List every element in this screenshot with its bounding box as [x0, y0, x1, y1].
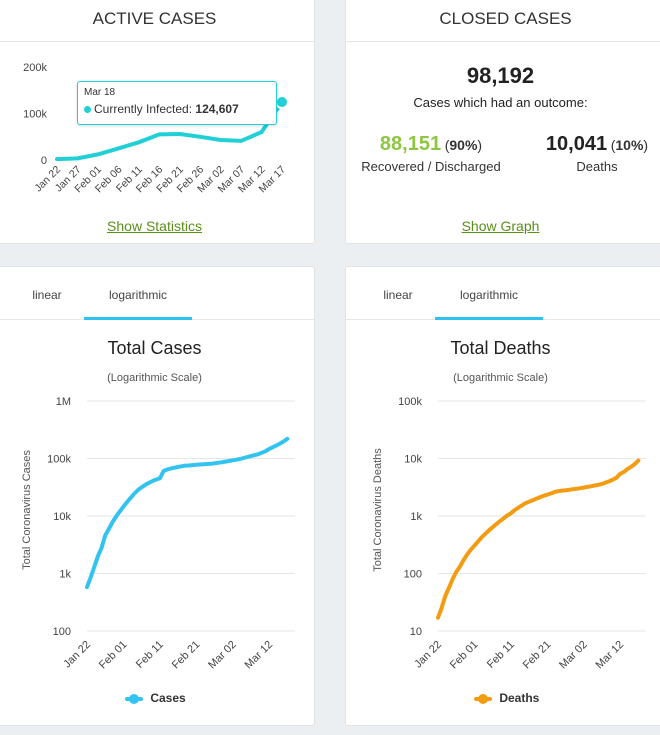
active-cases-tooltip: Mar 18 Currently Infected: 124,607	[77, 81, 277, 125]
deaths-label: Deaths	[576, 159, 618, 174]
deaths-percent: (10%)	[610, 137, 649, 153]
total-deaths-xtick-label: Jan 22	[412, 639, 444, 671]
total-deaths-xtick-label: Feb 11	[485, 639, 517, 671]
tab-logarithmic[interactable]: logarithmic	[435, 267, 543, 320]
total-cases-xtick-label: Feb 11	[134, 639, 166, 671]
closed-cases-card: CLOSED CASES 98,192 Cases which had an o…	[345, 0, 660, 244]
total-cases-ytick-label: 100	[53, 626, 71, 638]
total-deaths-xtick-label: Mar 02	[557, 639, 590, 672]
total-cases-card: linear logarithmic Total Cases (Logarith…	[0, 266, 315, 726]
active-ytick-label: 0	[41, 155, 47, 167]
total-deaths-ytick-label: 1k	[410, 511, 422, 523]
recovered-value: 88,151	[379, 133, 442, 155]
total-cases-ylabel: Total Coronavirus Cases	[21, 450, 33, 570]
total-deaths-ytick-label: 10	[410, 626, 422, 638]
show-graph-link[interactable]: Show Graph	[461, 218, 540, 234]
total-deaths-ytick-label: 100	[404, 569, 422, 581]
total-cases-xtick-label: Feb 21	[170, 639, 203, 672]
deaths-value: 10,041	[545, 133, 608, 155]
total-deaths-card: linear logarithmic Total Deaths (Logarit…	[345, 266, 660, 726]
active-ytick-label: 200k	[23, 62, 47, 74]
total-cases-series-line	[85, 436, 290, 590]
total-cases-xtick-label: Mar 02	[206, 639, 239, 672]
total-deaths-legend[interactable]: Deaths	[474, 691, 539, 705]
total-cases-ytick-label: 1M	[56, 396, 71, 408]
tab-linear[interactable]: linear	[383, 288, 413, 302]
tooltip-label: Currently Infected:	[94, 102, 193, 116]
closed-cases-header: CLOSED CASES	[346, 0, 660, 42]
total-cases-ytick-label: 100k	[47, 454, 71, 466]
show-statistics-link[interactable]: Show Statistics	[107, 218, 202, 234]
recovered-label: Recovered / Discharged	[361, 159, 501, 174]
total-deaths-ytick-label: 100k	[398, 396, 422, 408]
total-deaths-xtick-label: Feb 21	[521, 639, 554, 672]
active-cases-series-line	[55, 100, 284, 162]
tooltip-dot-icon	[84, 106, 91, 113]
total-deaths-ylabel: Total Coronavirus Deaths	[372, 448, 384, 572]
total-cases-legend[interactable]: Cases	[125, 691, 186, 705]
cases-legend-label: Cases	[150, 691, 186, 705]
deaths-legend-label: Deaths	[499, 691, 540, 705]
active-cases-marker[interactable]	[275, 95, 289, 110]
cases-legend-icon	[125, 693, 143, 704]
recovered-stat: 88,151 (90%) Recovered / Discharged	[351, 133, 511, 174]
total-deaths-xtick-label: Mar 12	[594, 639, 627, 672]
recovered-percent: (90%)	[444, 137, 483, 153]
total-cases-xtick-label: Jan 22	[61, 639, 93, 671]
total-deaths-series-line	[436, 458, 641, 620]
total-cases-ytick-label: 1k	[59, 569, 71, 581]
active-cases-header: ACTIVE CASES	[0, 0, 314, 42]
total-cases-xtick-label: Mar 12	[243, 639, 276, 672]
closed-total: 98,192	[466, 63, 535, 88]
tab-linear[interactable]: linear	[32, 288, 62, 302]
tab-logarithmic[interactable]: logarithmic	[84, 267, 192, 320]
total-deaths-xtick-label: Feb 01	[448, 639, 481, 672]
total-deaths-ytick-label: 10k	[404, 454, 422, 466]
active-cases-card: ACTIVE CASES 0 100k 200k Jan 22 Jan 27 Feb 0…	[0, 0, 315, 244]
total-cases-title: Total Cases	[107, 338, 202, 358]
active-ytick-label: 100k	[23, 109, 47, 121]
total-cases-subtitle: (Logarithmic Scale)	[107, 372, 202, 384]
deaths-stat: 10,041 (10%) Deaths	[532, 133, 660, 174]
tooltip-value: 124,607	[195, 102, 239, 116]
total-deaths-title: Total Deaths	[450, 338, 551, 358]
total-cases-tabs: linear logarithmic	[0, 267, 314, 320]
total-cases-xtick-label: Feb 01	[97, 639, 130, 672]
closed-caption: Cases which had an outcome:	[413, 95, 588, 110]
total-cases-ytick-label: 10k	[53, 511, 71, 523]
total-deaths-subtitle: (Logarithmic Scale)	[453, 372, 548, 384]
deaths-legend-icon	[474, 693, 492, 704]
total-deaths-tabs: linear logarithmic	[346, 267, 660, 320]
tooltip-date: Mar 18	[84, 87, 116, 98]
